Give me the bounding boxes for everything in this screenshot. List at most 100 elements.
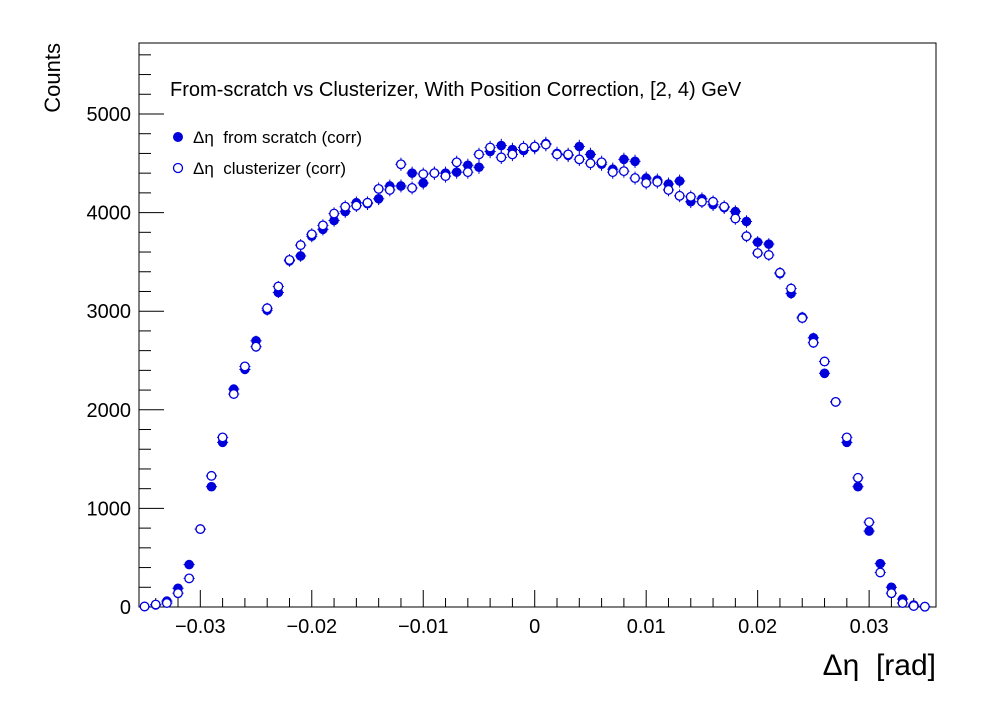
data-point <box>217 432 228 443</box>
data-point <box>474 149 484 160</box>
data-point <box>752 248 763 258</box>
legend: Δη from scratch (corr) Δη clusterizer (c… <box>172 128 362 178</box>
plot-frame <box>138 42 937 608</box>
data-point <box>875 567 886 578</box>
y-tick-label: 2000 <box>87 400 132 422</box>
data-point <box>418 169 429 180</box>
legend-label-clusterizer: Δη clusterizer (corr) <box>193 159 346 178</box>
x-tick-label: 0.02 <box>738 616 777 638</box>
y-tick-label: 4000 <box>87 203 132 225</box>
data-point <box>396 159 406 170</box>
data-point <box>407 168 417 178</box>
data-point <box>908 601 919 611</box>
data-point <box>886 588 897 599</box>
data-point <box>429 168 440 179</box>
data-point <box>864 526 874 536</box>
y-tick-label: 1000 <box>87 498 132 520</box>
data-point <box>763 250 774 260</box>
data-point <box>329 208 340 219</box>
data-point <box>830 396 841 407</box>
y-tick-label: 0 <box>120 597 131 619</box>
data-point <box>574 141 585 152</box>
series-clusterizer <box>139 137 931 612</box>
data-point <box>451 157 462 168</box>
legend-marker-from-scratch <box>173 132 183 142</box>
data-point <box>440 171 451 182</box>
data-point <box>685 191 696 202</box>
data-point <box>630 156 640 167</box>
data-point <box>195 524 206 535</box>
data-point <box>295 240 306 251</box>
data-point <box>529 141 540 152</box>
data-point <box>273 281 284 292</box>
data-point <box>485 142 496 153</box>
data-point <box>663 184 674 195</box>
y-tick-label: 3000 <box>87 301 132 323</box>
data-point <box>674 176 685 186</box>
data-point <box>373 193 384 204</box>
data-point <box>184 559 194 570</box>
data-point <box>786 283 797 294</box>
x-tick-label: 0.01 <box>627 616 666 638</box>
data-point <box>340 201 351 212</box>
x-tick-label: −0.03 <box>175 616 226 638</box>
data-point <box>741 216 752 227</box>
data-point <box>474 162 484 173</box>
data-point <box>864 517 875 528</box>
chart-title: From-scratch vs Clusterizer, With Positi… <box>170 79 742 101</box>
tick-labels: 0 1000 2000 3000 4000 5000 −0.03 −0.02 −0.01 0 0.0… <box>87 104 889 638</box>
data-point <box>384 184 395 195</box>
data-point <box>641 178 652 188</box>
x-axis-label: Δη [rad] <box>823 649 936 682</box>
data-point <box>306 229 317 240</box>
data-point <box>752 237 763 247</box>
data-point <box>875 558 886 569</box>
data-point <box>630 173 640 184</box>
data-point <box>496 140 507 151</box>
data-point <box>507 149 518 160</box>
data-point <box>351 200 362 211</box>
data-point <box>295 251 306 261</box>
data-point <box>797 313 808 324</box>
data-point <box>853 472 863 483</box>
legend-label-from-scratch: Δη from scratch (corr) <box>193 128 362 147</box>
data-point <box>819 356 830 367</box>
data-point <box>150 599 161 610</box>
data-point <box>652 177 663 187</box>
data-point <box>619 154 629 165</box>
data-point <box>552 149 562 160</box>
data-point <box>251 341 261 352</box>
x-tick-label: 0.03 <box>850 616 889 638</box>
data-point <box>451 167 462 177</box>
data-point <box>540 139 551 150</box>
data-point <box>373 183 384 194</box>
data-point <box>139 601 150 612</box>
data-point <box>574 154 585 165</box>
data-point <box>808 337 819 348</box>
data-point <box>763 239 774 249</box>
data-point <box>496 152 507 163</box>
data-point <box>161 598 172 609</box>
data-point <box>206 481 217 492</box>
data-point <box>897 598 908 609</box>
data-point <box>396 181 406 191</box>
data-point <box>239 361 250 372</box>
data-point <box>228 389 239 399</box>
data-point <box>462 167 473 178</box>
data-point <box>607 167 618 178</box>
x-tick-label: −0.02 <box>286 616 337 638</box>
data-point <box>853 481 863 492</box>
data-point <box>206 470 217 481</box>
data-point <box>407 182 418 193</box>
data-point <box>184 573 195 584</box>
data-point <box>819 368 830 379</box>
y-axis-label: Counts <box>40 43 65 113</box>
data-point <box>173 588 183 599</box>
data-point <box>696 196 707 207</box>
series-layer <box>139 136 931 612</box>
data-point <box>618 166 629 177</box>
x-tick-label: −0.01 <box>398 616 449 638</box>
data-point <box>362 197 373 208</box>
